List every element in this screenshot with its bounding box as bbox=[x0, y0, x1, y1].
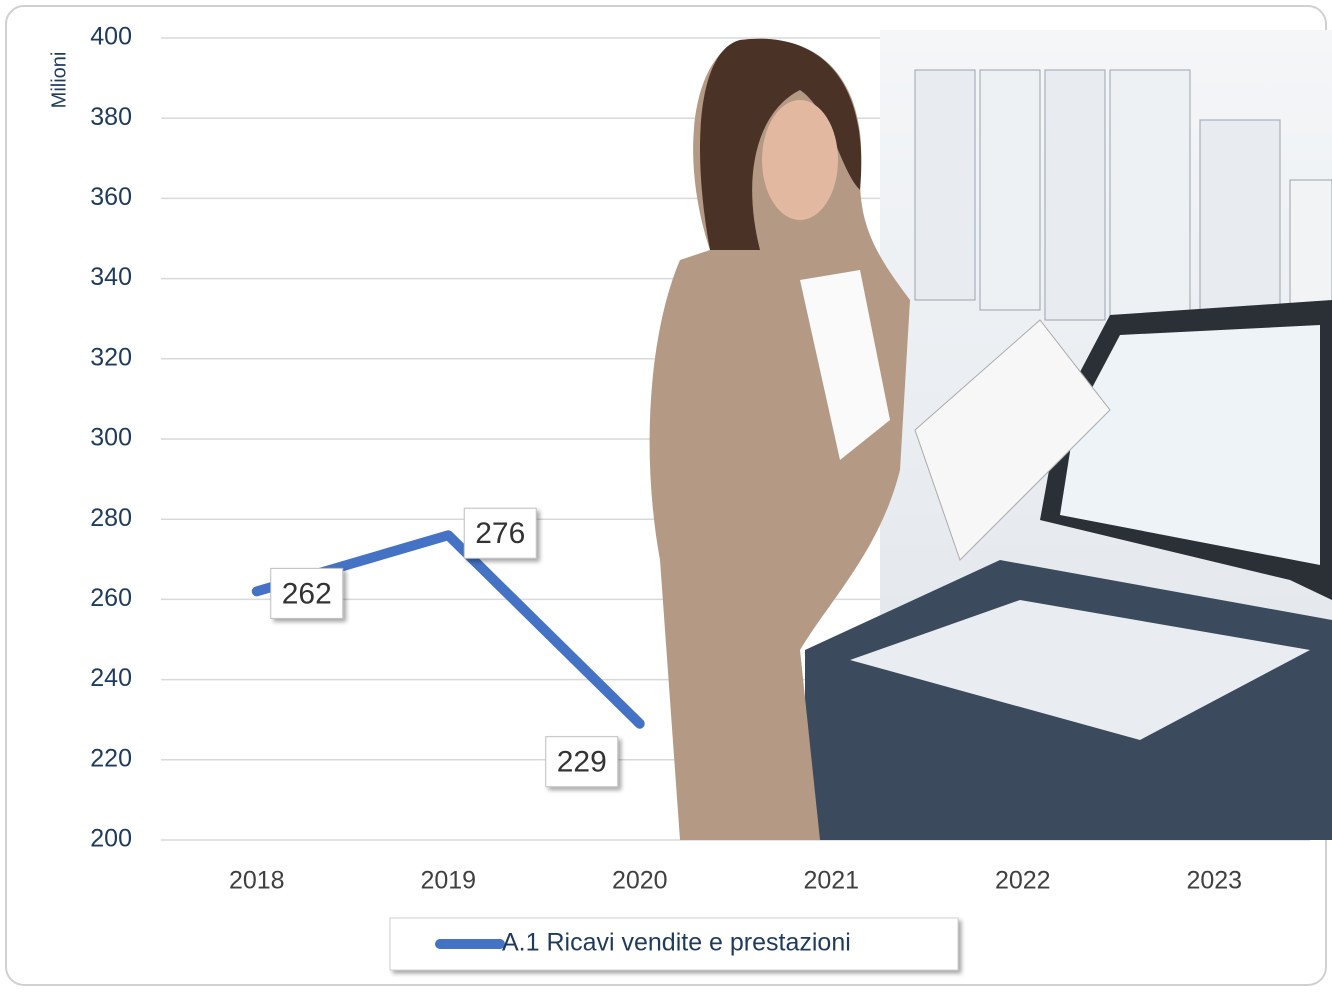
blouse bbox=[800, 270, 890, 460]
paper bbox=[850, 600, 1310, 740]
data-label: 276 bbox=[475, 517, 525, 550]
face bbox=[762, 100, 838, 220]
x-tick-label: 2019 bbox=[420, 867, 476, 895]
y-tick-label: 380 bbox=[90, 103, 132, 131]
y-tick-label: 220 bbox=[90, 744, 132, 772]
y-tick-label: 200 bbox=[90, 825, 132, 853]
x-tick-label: 2021 bbox=[803, 867, 859, 895]
machine bbox=[1044, 69, 1106, 321]
monitor-screen bbox=[1060, 325, 1320, 565]
data-label-box bbox=[545, 736, 619, 788]
photo bbox=[649, 30, 1332, 841]
y-tick-label: 280 bbox=[90, 504, 132, 532]
axis-title: Milioni bbox=[48, 52, 70, 109]
y-tick-label: 400 bbox=[90, 23, 132, 51]
y-tick-label: 300 bbox=[90, 424, 132, 452]
data-label: 262 bbox=[282, 577, 332, 610]
machine bbox=[979, 69, 1041, 311]
y-tick-label: 320 bbox=[90, 343, 132, 371]
document bbox=[914, 319, 1111, 561]
data-label-box bbox=[463, 507, 537, 559]
x-tick-label: 2018 bbox=[229, 867, 285, 895]
hair bbox=[700, 38, 862, 250]
legend: A.1 Ricavi vendite e prestazioni bbox=[389, 917, 959, 971]
data-label: 229 bbox=[557, 746, 607, 779]
y-tick-label: 240 bbox=[90, 664, 132, 692]
machine bbox=[1199, 119, 1281, 321]
x-tick-label: 2022 bbox=[995, 867, 1051, 895]
y-tick-label: 360 bbox=[90, 183, 132, 211]
y-tick-label: 340 bbox=[90, 263, 132, 291]
data-label-box bbox=[270, 567, 344, 619]
x-tick-label: 2023 bbox=[1186, 867, 1242, 895]
legend-label: A.1 Ricavi vendite e prestazioni bbox=[502, 929, 851, 957]
x-tick-label: 2020 bbox=[612, 867, 668, 895]
machine bbox=[1109, 69, 1191, 321]
y-tick-label: 260 bbox=[90, 584, 132, 612]
machine bbox=[914, 69, 976, 301]
